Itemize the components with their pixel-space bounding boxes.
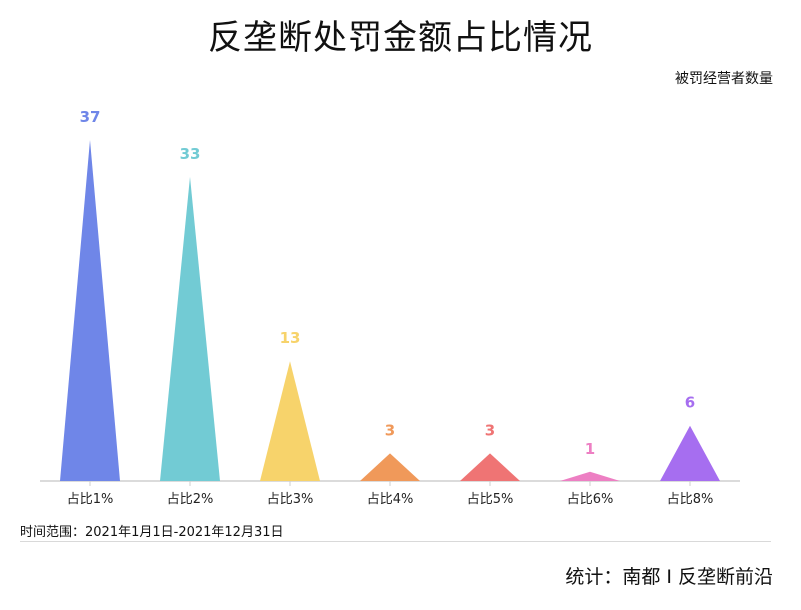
- chart-plot: 37 占比1% 33 占比2% 13 占比3% 3 占比4% 3 占比5% 1 占比6% 6 占比8%: [40, 108, 740, 507]
- x-tick-label: 占比8%: [667, 492, 714, 507]
- data-label: 6: [685, 394, 695, 412]
- y-axis-label: 被罚经营者数量: [675, 71, 773, 87]
- bar-mark: [160, 176, 220, 481]
- bar-mark: [660, 425, 720, 481]
- data-label: 37: [80, 108, 101, 126]
- bar-mark: [360, 453, 420, 481]
- chart-title: 反垄断处罚金额占比情况: [208, 18, 593, 58]
- bar-mark: [60, 140, 120, 481]
- x-tick-label: 占比4%: [367, 492, 414, 507]
- data-label: 3: [485, 421, 495, 439]
- source-credit: 统计：南都 I 反垄断前沿: [565, 566, 773, 588]
- bar-mark: [460, 453, 520, 481]
- x-tick-label: 占比3%: [267, 492, 314, 507]
- x-tick-label: 占比5%: [467, 492, 514, 507]
- data-label: 33: [180, 145, 201, 163]
- x-tick-label: 占比1%: [67, 492, 114, 507]
- data-label: 13: [280, 329, 301, 347]
- data-label: 1: [585, 440, 595, 458]
- data-label: 3: [385, 421, 395, 439]
- bar-mark: [560, 471, 620, 481]
- divider: [20, 541, 771, 542]
- bar-mark: [260, 361, 320, 481]
- x-tick-label: 占比6%: [567, 492, 614, 507]
- date-range-note: 时间范围：2021年1月1日-2021年12月31日: [20, 525, 284, 540]
- x-tick-label: 占比2%: [167, 492, 214, 507]
